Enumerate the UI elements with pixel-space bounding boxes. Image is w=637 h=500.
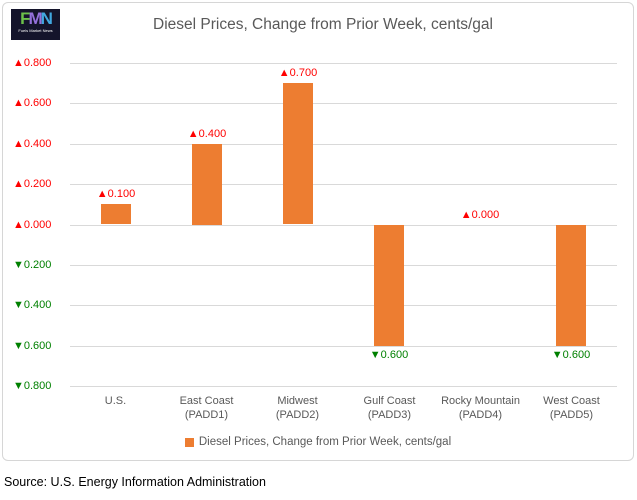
chart-legend: Diesel Prices, Change from Prior Week, c…	[3, 436, 633, 448]
gridline	[70, 386, 617, 387]
chart-title: Diesel Prices, Change from Prior Week, c…	[153, 16, 493, 33]
gridline	[70, 63, 617, 64]
chart-bar	[374, 225, 404, 346]
chart-bar	[283, 83, 313, 224]
gridline	[70, 265, 617, 266]
x-axis-category-label: Midwest (PADD2)	[275, 395, 320, 421]
y-axis-tick-label: ▲0.000	[13, 219, 52, 231]
y-axis-tick-label: ▲0.600	[13, 97, 52, 109]
bar-data-label: ▼0.600	[551, 349, 591, 361]
x-axis-category-label: East Coast (PADD1)	[179, 395, 234, 421]
bar-data-label: ▲0.000	[460, 209, 500, 221]
gridline	[70, 103, 617, 104]
gridline	[70, 305, 617, 306]
gridline	[70, 144, 617, 145]
bar-data-label: ▲0.100	[96, 188, 136, 200]
chart-bar	[192, 144, 222, 225]
x-axis-category-label: Rocky Mountain (PADD4)	[441, 395, 520, 421]
fmn-logo-subtext: Fuels Market News	[18, 28, 53, 33]
zero-gridline	[70, 225, 617, 226]
gridline	[70, 184, 617, 185]
y-axis-tick-label: ▲0.800	[13, 57, 52, 69]
x-axis-category-label: Gulf Coast (PADD3)	[363, 395, 416, 421]
legend-label: Diesel Prices, Change from Prior Week, c…	[198, 436, 452, 448]
fmn-logo-letter: M	[28, 9, 42, 28]
fmn-logo-letter: F	[20, 9, 30, 28]
source-attribution: Source: U.S. Energy Information Administ…	[4, 475, 266, 489]
chart-bar	[101, 204, 131, 224]
bar-data-label: ▲0.700	[278, 67, 318, 79]
chart-bar	[556, 225, 586, 346]
y-axis-tick-label: ▲0.200	[13, 178, 52, 190]
y-axis-tick-label: ▲0.400	[13, 138, 52, 150]
y-axis-tick-label: ▼0.800	[13, 380, 52, 392]
bar-data-label: ▲0.400	[187, 128, 227, 140]
x-axis-category-label: U.S.	[104, 395, 127, 407]
fmn-logo-letter: N	[40, 9, 53, 28]
y-axis-tick-label: ▼0.600	[13, 340, 52, 352]
y-axis-tick-label: ▼0.200	[13, 259, 52, 271]
legend-swatch-icon	[184, 437, 194, 447]
gridline	[70, 346, 617, 347]
x-axis-category-label: West Coast (PADD5)	[543, 395, 600, 421]
bar-data-label: ▼0.600	[369, 349, 409, 361]
y-axis-tick-label: ▼0.400	[13, 299, 52, 311]
